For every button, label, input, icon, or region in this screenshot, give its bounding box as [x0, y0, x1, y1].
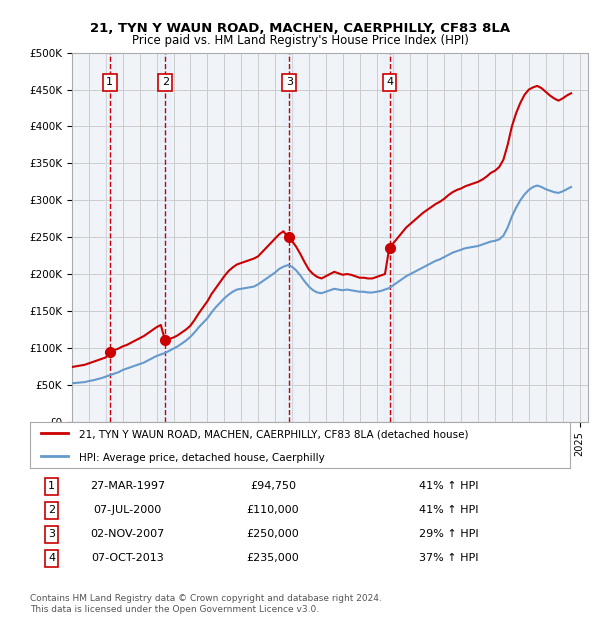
Text: This data is licensed under the Open Government Licence v3.0.: This data is licensed under the Open Gov…: [30, 604, 319, 614]
Text: £94,750: £94,750: [250, 481, 296, 491]
Bar: [385, 53, 395, 422]
Text: £235,000: £235,000: [247, 554, 299, 564]
Text: 3: 3: [286, 78, 293, 87]
Text: 4: 4: [386, 78, 393, 87]
Text: 02-NOV-2007: 02-NOV-2007: [90, 529, 164, 539]
Text: 3: 3: [48, 529, 55, 539]
Text: 1: 1: [106, 78, 113, 87]
Text: Contains HM Land Registry data © Crown copyright and database right 2024.: Contains HM Land Registry data © Crown c…: [30, 593, 382, 603]
Text: 07-JUL-2000: 07-JUL-2000: [93, 505, 161, 515]
Text: Price paid vs. HM Land Registry's House Price Index (HPI): Price paid vs. HM Land Registry's House …: [131, 34, 469, 47]
Text: 2: 2: [162, 78, 169, 87]
Bar: [160, 53, 170, 422]
Bar: [104, 53, 115, 422]
Text: 41% ↑ HPI: 41% ↑ HPI: [419, 481, 478, 491]
Text: 4: 4: [48, 554, 55, 564]
Text: 27-MAR-1997: 27-MAR-1997: [89, 481, 165, 491]
Text: 29% ↑ HPI: 29% ↑ HPI: [419, 529, 478, 539]
Text: HPI: Average price, detached house, Caerphilly: HPI: Average price, detached house, Caer…: [79, 453, 325, 463]
Text: 2: 2: [48, 505, 55, 515]
Bar: [284, 53, 295, 422]
Text: £250,000: £250,000: [247, 529, 299, 539]
Text: 07-OCT-2013: 07-OCT-2013: [91, 554, 164, 564]
Text: £110,000: £110,000: [247, 505, 299, 515]
Text: 21, TYN Y WAUN ROAD, MACHEN, CAERPHILLY, CF83 8LA: 21, TYN Y WAUN ROAD, MACHEN, CAERPHILLY,…: [90, 22, 510, 35]
Text: 37% ↑ HPI: 37% ↑ HPI: [419, 554, 478, 564]
Text: 21, TYN Y WAUN ROAD, MACHEN, CAERPHILLY, CF83 8LA (detached house): 21, TYN Y WAUN ROAD, MACHEN, CAERPHILLY,…: [79, 430, 468, 440]
Text: 1: 1: [48, 481, 55, 491]
Text: 41% ↑ HPI: 41% ↑ HPI: [419, 505, 478, 515]
